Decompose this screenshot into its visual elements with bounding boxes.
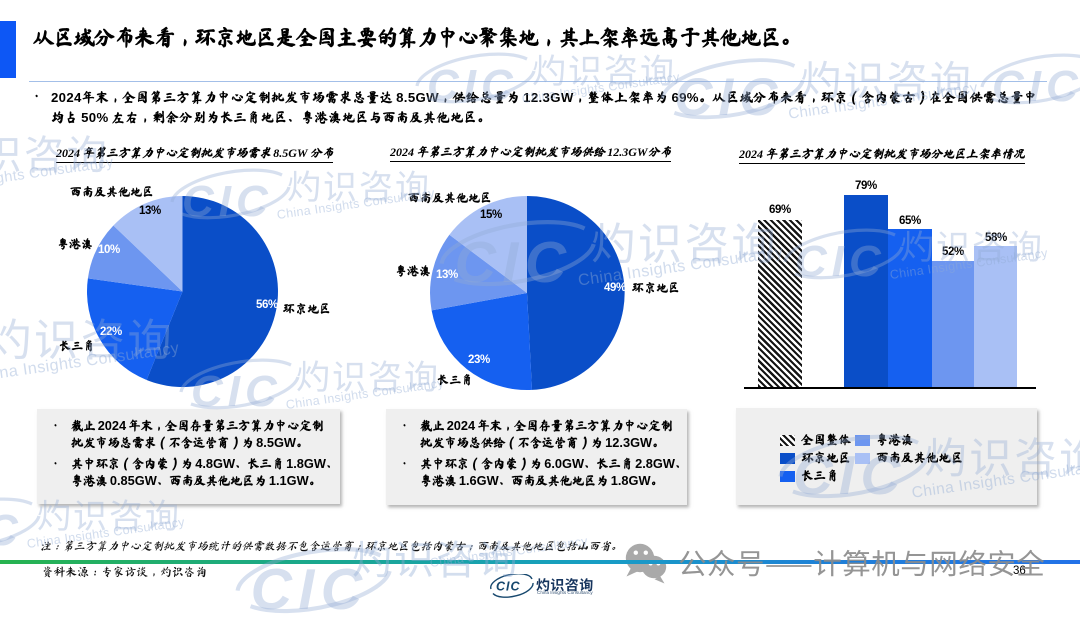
svg-text:CIC: CIC — [496, 580, 521, 594]
